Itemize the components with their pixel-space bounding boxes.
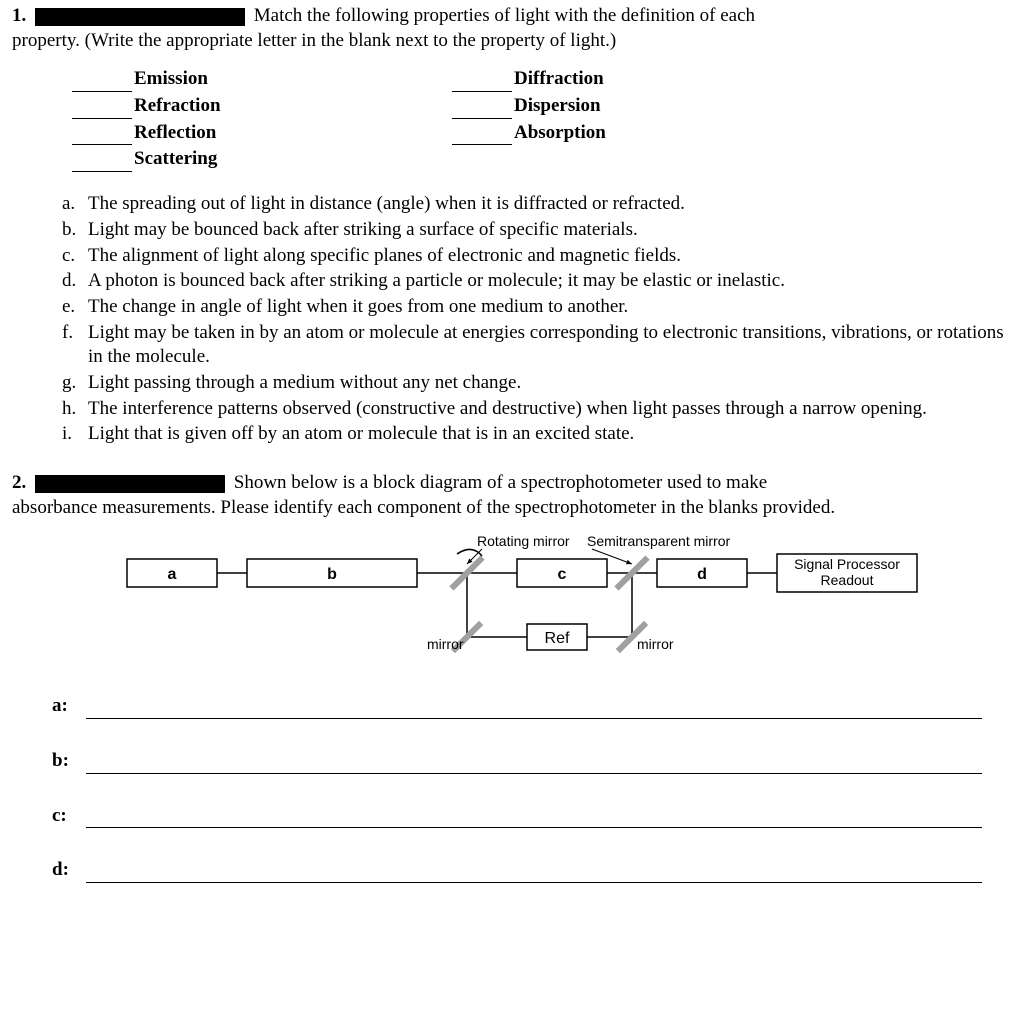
definition-letter: d. (62, 269, 88, 294)
answer-label: a: (52, 694, 82, 719)
q1-number: 1. (12, 5, 26, 26)
definition-row: g.Light passing through a medium without… (62, 371, 1012, 396)
match-row: Emission (72, 67, 452, 92)
q1-prompt-a: Match the following properties of light … (254, 5, 755, 26)
answer-blank[interactable] (452, 74, 512, 92)
answer-label: c: (52, 804, 82, 829)
property-label: Emission (134, 67, 208, 92)
definition-text: The interference patterns observed (cons… (88, 397, 1012, 422)
answer-blank[interactable] (72, 127, 132, 145)
definition-letter: g. (62, 371, 88, 396)
match-row: Absorption (452, 121, 832, 146)
svg-text:Ref: Ref (545, 630, 570, 647)
definition-row: h.The interference patterns observed (co… (62, 397, 1012, 422)
diagram-svg: a b c d Signal ProcessorReadout Ref Rotating m… (97, 534, 927, 664)
q2-header: 2. Shown below is a block diagram of a s… (12, 471, 1012, 520)
svg-text:c: c (558, 566, 567, 583)
answer-blank[interactable] (72, 154, 132, 172)
redaction-bar (35, 8, 245, 26)
property-label: Scattering (134, 147, 217, 172)
definition-row: a.The spreading out of light in distance… (62, 192, 1012, 217)
answer-row: d: (52, 858, 1012, 883)
answer-blanks: a: b: c: d: (52, 694, 1012, 883)
answer-line[interactable] (86, 808, 982, 828)
definition-text: The alignment of light along specific pl… (88, 244, 1012, 269)
definition-letter: f. (62, 321, 88, 370)
definition-text: The spreading out of light in distance (… (88, 192, 1012, 217)
q2-prompt-a: Shown below is a block diagram of a spec… (234, 472, 767, 493)
svg-text:Rotating mirror: Rotating mirror (477, 534, 570, 549)
answer-row: c: (52, 804, 1012, 829)
definition-letter: b. (62, 218, 88, 243)
match-left-column: EmissionRefractionReflectionScattering (72, 67, 452, 174)
answer-line[interactable] (86, 699, 982, 719)
match-right-column: DiffractionDispersionAbsorption (452, 67, 832, 174)
definition-text: Light passing through a medium without a… (88, 371, 1012, 396)
definition-letter: a. (62, 192, 88, 217)
property-label: Dispersion (514, 94, 601, 119)
match-row: Refraction (72, 94, 452, 119)
definition-row: b.Light may be bounced back after striki… (62, 218, 1012, 243)
svg-text:Signal Processor: Signal Processor (794, 556, 900, 572)
definition-row: e.The change in angle of light when it g… (62, 295, 1012, 320)
definition-letter: e. (62, 295, 88, 320)
answer-line[interactable] (86, 863, 982, 883)
q1-prompt-b: property. (Write the appropriate letter … (12, 30, 616, 51)
spectrophotometer-diagram: a b c d Signal ProcessorReadout Ref Rotating m… (12, 534, 1012, 664)
definition-text: Light may be taken in by an atom or mole… (88, 321, 1012, 370)
definition-text: Light may be bounced back after striking… (88, 218, 1012, 243)
svg-text:Semitransparent mirror: Semitransparent mirror (587, 534, 730, 549)
answer-blank[interactable] (72, 101, 132, 119)
answer-line[interactable] (86, 754, 982, 774)
definitions-list: a.The spreading out of light in distance… (62, 192, 1012, 447)
svg-text:mirror: mirror (427, 636, 464, 652)
definition-row: f.Light may be taken in by an atom or mo… (62, 321, 1012, 370)
answer-label: b: (52, 749, 82, 774)
answer-blank[interactable] (452, 101, 512, 119)
definition-letter: i. (62, 422, 88, 447)
svg-text:mirror: mirror (637, 636, 674, 652)
answer-row: b: (52, 749, 1012, 774)
definition-row: c.The alignment of light along specific … (62, 244, 1012, 269)
redaction-bar (35, 475, 225, 493)
answer-blank[interactable] (452, 127, 512, 145)
definition-text: The change in angle of light when it goe… (88, 295, 1012, 320)
definition-row: d.A photon is bounced back after strikin… (62, 269, 1012, 294)
property-label: Reflection (134, 121, 216, 146)
answer-label: d: (52, 858, 82, 883)
match-row: Dispersion (452, 94, 832, 119)
q2-prompt-b: absorbance measurements. Please identify… (12, 497, 835, 518)
definition-row: i.Light that is given off by an atom or … (62, 422, 1012, 447)
definition-letter: h. (62, 397, 88, 422)
definition-letter: c. (62, 244, 88, 269)
svg-text:d: d (697, 566, 707, 583)
q2-number: 2. (12, 472, 26, 493)
svg-text:Readout: Readout (821, 572, 874, 588)
match-row: Reflection (72, 121, 452, 146)
svg-text:a: a (168, 566, 177, 583)
answer-row: a: (52, 694, 1012, 719)
definition-text: A photon is bounced back after striking … (88, 269, 1012, 294)
match-grid: EmissionRefractionReflectionScattering D… (72, 67, 1012, 174)
match-row: Scattering (72, 147, 452, 172)
answer-blank[interactable] (72, 74, 132, 92)
property-label: Absorption (514, 121, 606, 146)
property-label: Diffraction (514, 67, 604, 92)
q1-header: 1. Match the following properties of lig… (12, 4, 1012, 53)
definition-text: Light that is given off by an atom or mo… (88, 422, 1012, 447)
match-row: Diffraction (452, 67, 832, 92)
property-label: Refraction (134, 94, 221, 119)
svg-text:b: b (327, 566, 337, 583)
